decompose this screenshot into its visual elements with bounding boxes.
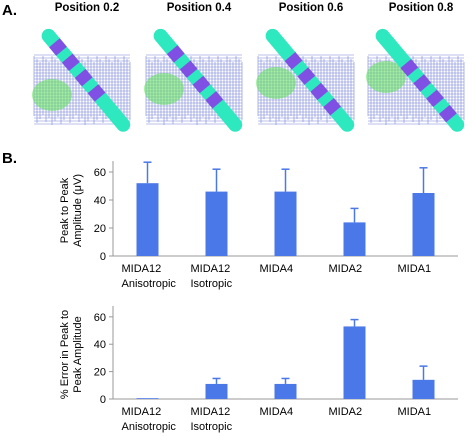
probe-shaft bbox=[375, 28, 465, 132]
category-label: MIDA4 bbox=[260, 406, 294, 418]
position-title-4: Position 0.8 bbox=[388, 2, 454, 14]
bar bbox=[274, 383, 297, 399]
y-axis-label: Peak to PeakAmplitude (μV) bbox=[59, 174, 84, 247]
position-title-1: Position 0.2 bbox=[54, 2, 120, 14]
probe-contact bbox=[61, 53, 80, 72]
probe-contact bbox=[284, 52, 303, 70]
y-tick-label: 0 bbox=[100, 394, 106, 406]
probe-simulation-image-4 bbox=[366, 28, 465, 132]
peak-amplitude-chart: 0 20 40 60 Peak to PeakAmplitude (μV) MIDA12 A… bbox=[59, 161, 458, 290]
y-tick-label: 20 bbox=[94, 367, 106, 379]
y-tick-label: 40 bbox=[94, 195, 106, 207]
probe-contact bbox=[74, 68, 93, 87]
position-title-2: Position 0.4 bbox=[166, 2, 232, 14]
probe-shaft bbox=[153, 28, 243, 132]
category-label: MIDA12 Isotropic bbox=[191, 263, 233, 290]
category-label: MIDA12 Isotropic bbox=[191, 406, 233, 433]
field-region bbox=[366, 61, 406, 93]
y-axis-label: % Error in Peak toPeak Amplitude bbox=[59, 310, 84, 399]
y-tick-label: 60 bbox=[94, 167, 106, 179]
field-region bbox=[256, 67, 296, 99]
probe-contact bbox=[49, 38, 67, 56]
category-label: MIDA1 bbox=[398, 263, 432, 275]
category-label: MIDA2 bbox=[329, 263, 363, 275]
field-region bbox=[144, 73, 184, 105]
probe-contact bbox=[310, 82, 329, 101]
category-label: MIDA12 Anisotropic bbox=[122, 406, 177, 433]
field-region bbox=[32, 79, 72, 111]
bar bbox=[136, 398, 159, 399]
probe-contact bbox=[166, 45, 185, 63]
probe-contact bbox=[438, 104, 457, 123]
bar bbox=[343, 222, 366, 256]
probe-contact bbox=[413, 74, 432, 92]
category-label: MIDA12 Anisotropic bbox=[122, 263, 177, 290]
probe-simulation-image-3 bbox=[256, 28, 355, 132]
probe-contact bbox=[179, 60, 198, 78]
probe-simulation-image-1 bbox=[32, 28, 131, 132]
bar bbox=[412, 379, 435, 399]
probe-contact bbox=[426, 89, 444, 108]
probe-shaft bbox=[41, 28, 131, 132]
bar bbox=[343, 326, 366, 399]
bar bbox=[205, 191, 228, 256]
probe-contact bbox=[192, 75, 211, 94]
bar bbox=[205, 383, 228, 399]
bar bbox=[136, 183, 159, 256]
bar bbox=[412, 193, 435, 256]
y-tick-label: 20 bbox=[94, 223, 106, 235]
y-tick-label: 40 bbox=[94, 339, 106, 351]
percent-error-chart: 0 20 40 60 % Error in Peak toPeak Amplitude M… bbox=[59, 306, 458, 433]
probe-simulation-image-2 bbox=[144, 28, 243, 132]
probe-shaft bbox=[265, 28, 355, 132]
y-tick-label: 60 bbox=[94, 312, 106, 324]
probe-contact bbox=[400, 58, 419, 77]
category-label: MIDA2 bbox=[329, 406, 363, 418]
panel-a-label: A. bbox=[2, 2, 17, 19]
y-tick-label: 0 bbox=[100, 251, 106, 263]
category-label: MIDA1 bbox=[398, 406, 432, 418]
bar bbox=[274, 191, 297, 256]
probe-contact bbox=[323, 98, 342, 116]
probe-contact bbox=[297, 67, 316, 85]
panel-b-label: B. bbox=[2, 150, 17, 167]
position-title-3: Position 0.6 bbox=[278, 2, 344, 14]
probe-contact bbox=[205, 91, 224, 109]
probe-contact bbox=[87, 84, 106, 102]
category-label: MIDA4 bbox=[260, 263, 294, 275]
